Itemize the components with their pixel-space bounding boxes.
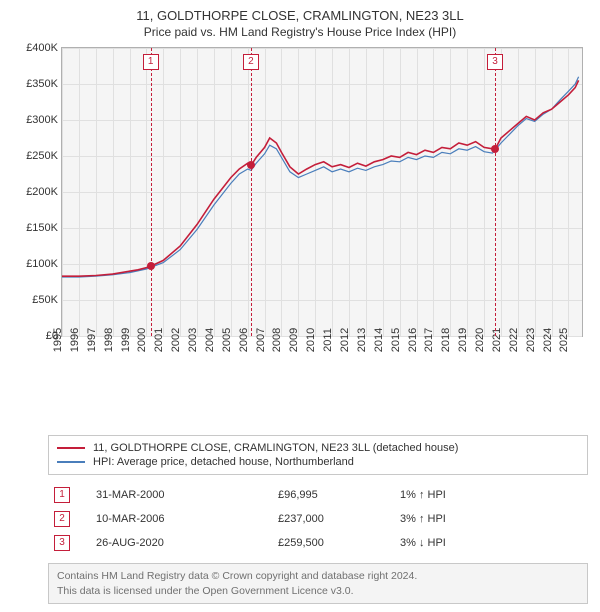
event-number-box: 2 bbox=[54, 511, 70, 527]
event-price: £96,995 bbox=[272, 483, 394, 507]
series-hpi bbox=[62, 77, 579, 277]
series-property bbox=[62, 80, 579, 276]
y-tick-label: £350K bbox=[26, 78, 58, 90]
event-row: 1 31-MAR-2000£96,9951% ↑ HPI bbox=[48, 483, 588, 507]
page-title: 11, GOLDTHORPE CLOSE, CRAMLINGTON, NE23 … bbox=[8, 8, 592, 23]
attribution-line: Contains HM Land Registry data © Crown c… bbox=[57, 569, 579, 584]
event-marker-line bbox=[495, 48, 496, 336]
sale-point-dot bbox=[491, 145, 499, 153]
y-tick-label: £250K bbox=[26, 150, 58, 162]
arrow-down-icon: ↓ bbox=[419, 537, 425, 549]
attribution-box: Contains HM Land Registry data © Crown c… bbox=[48, 563, 588, 604]
event-marker-box: 1 bbox=[143, 54, 159, 70]
page-subtitle: Price paid vs. HM Land Registry's House … bbox=[8, 25, 592, 39]
y-tick-label: £150K bbox=[26, 222, 58, 234]
plot-area: £0£50K£100K£150K£200K£250K£300K£350K£400… bbox=[61, 47, 583, 337]
event-date: 31-MAR-2000 bbox=[90, 483, 272, 507]
event-price: £237,000 bbox=[272, 507, 394, 531]
legend-label: HPI: Average price, detached house, Nort… bbox=[93, 456, 354, 468]
series-svg bbox=[62, 48, 582, 336]
y-tick-label: £300K bbox=[26, 114, 58, 126]
legend-label: 11, GOLDTHORPE CLOSE, CRAMLINGTON, NE23 … bbox=[93, 442, 458, 454]
event-marker-box: 2 bbox=[243, 54, 259, 70]
y-tick-label: £400K bbox=[26, 42, 58, 54]
event-row: 2 10-MAR-2006£237,0003% ↑ HPI bbox=[48, 507, 588, 531]
event-price: £259,500 bbox=[272, 531, 394, 555]
event-marker-line bbox=[151, 48, 152, 336]
legend-swatch bbox=[57, 461, 85, 463]
y-tick-label: £200K bbox=[26, 186, 58, 198]
event-marker-line bbox=[251, 48, 252, 336]
price-chart: £0£50K£100K£150K£200K£250K£300K£350K£400… bbox=[15, 47, 585, 387]
sale-events-table: 1 31-MAR-2000£96,9951% ↑ HPI 2 10-MAR-2006£… bbox=[48, 483, 588, 555]
attribution-line: This data is licensed under the Open Gov… bbox=[57, 584, 579, 599]
event-number-box: 3 bbox=[54, 535, 70, 551]
event-date: 26-AUG-2020 bbox=[90, 531, 272, 555]
sale-point-dot bbox=[247, 161, 255, 169]
event-row: 3 26-AUG-2020£259,5003% ↓ HPI bbox=[48, 531, 588, 555]
legend-swatch bbox=[57, 447, 85, 449]
legend-row: HPI: Average price, detached house, Nort… bbox=[57, 456, 579, 468]
event-delta: 3% ↑ HPI bbox=[394, 507, 588, 531]
event-marker-box: 3 bbox=[487, 54, 503, 70]
legend: 11, GOLDTHORPE CLOSE, CRAMLINGTON, NE23 … bbox=[48, 435, 588, 475]
y-tick-label: £50K bbox=[32, 294, 58, 306]
arrow-up-icon: ↑ bbox=[419, 513, 425, 525]
event-number-box: 1 bbox=[54, 487, 70, 503]
y-tick-label: £100K bbox=[26, 258, 58, 270]
event-delta: 1% ↑ HPI bbox=[394, 483, 588, 507]
event-date: 10-MAR-2006 bbox=[90, 507, 272, 531]
legend-row: 11, GOLDTHORPE CLOSE, CRAMLINGTON, NE23 … bbox=[57, 442, 579, 454]
event-delta: 3% ↓ HPI bbox=[394, 531, 588, 555]
arrow-up-icon: ↑ bbox=[419, 489, 425, 501]
sale-point-dot bbox=[147, 262, 155, 270]
